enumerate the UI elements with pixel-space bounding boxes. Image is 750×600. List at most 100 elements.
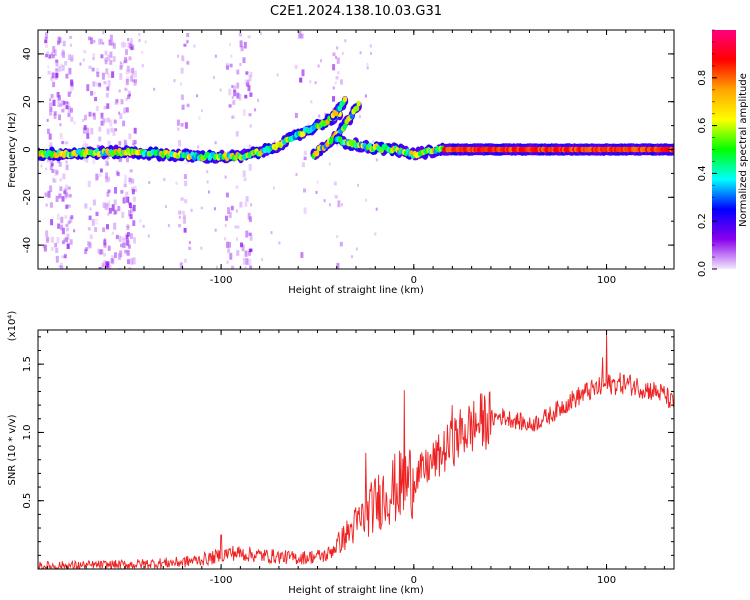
noise-speckle	[188, 246, 192, 251]
noise-speckle	[176, 119, 180, 126]
noise-speckle	[244, 79, 248, 85]
noise-speckle	[335, 55, 337, 59]
noise-speckle	[87, 241, 91, 247]
noise-speckle	[206, 170, 209, 174]
noise-speckle	[316, 180, 319, 184]
noise-speckle	[118, 157, 122, 163]
noise-speckle	[65, 204, 69, 209]
noise-speckle	[236, 69, 240, 75]
noise-speckle	[67, 54, 71, 61]
noise-speckle	[206, 180, 209, 184]
noise-speckle	[119, 61, 122, 65]
noise-speckle	[45, 32, 48, 39]
noise-speckle	[103, 239, 107, 246]
noise-speckle	[58, 265, 61, 268]
noise-speckle	[178, 215, 181, 219]
noise-speckle	[126, 225, 130, 230]
noise-speckle	[59, 133, 63, 139]
noise-speckle	[300, 252, 304, 258]
noise-speckle	[85, 143, 89, 149]
noise-speckle	[64, 193, 68, 200]
noise-speckle	[105, 160, 109, 167]
noise-speckle	[70, 116, 74, 122]
noise-speckle	[52, 99, 56, 107]
noise-speckle	[107, 140, 111, 147]
noise-speckle	[98, 83, 102, 88]
noise-speckle	[70, 79, 74, 86]
noise-speckle	[239, 63, 242, 66]
noise-speckle	[118, 141, 122, 146]
noise-speckle	[44, 192, 48, 197]
noise-speckle	[105, 203, 109, 211]
spectrogram-x-axis-title: Height of straight line (km)	[288, 285, 424, 296]
spectrogram-y-axis-title: Frequency (Hz)	[7, 112, 18, 188]
noise-speckle	[105, 172, 109, 180]
noise-speckle	[133, 140, 137, 145]
noise-speckle	[87, 227, 91, 231]
noise-speckle	[124, 249, 128, 254]
noise-speckle	[236, 237, 239, 241]
noise-speckle	[86, 133, 90, 139]
noise-speckle	[53, 49, 57, 56]
noise-speckle	[115, 99, 119, 104]
noise-speckle	[112, 43, 116, 49]
noise-speckle	[68, 67, 72, 75]
noise-speckle	[235, 209, 238, 213]
noise-speckle	[105, 175, 109, 183]
noise-speckle	[178, 140, 181, 147]
noise-speckle	[86, 84, 90, 92]
noise-speckle	[95, 218, 99, 225]
noise-speckle	[97, 176, 100, 179]
noise-speckle	[113, 222, 117, 230]
noise-speckle	[104, 57, 108, 62]
noise-speckle	[132, 204, 136, 212]
noise-speckle	[294, 64, 298, 70]
noise-speckle	[248, 164, 252, 171]
noise-speckle	[134, 70, 137, 78]
noise-speckle	[65, 164, 69, 171]
noise-speckle	[298, 34, 302, 39]
noise-speckle	[49, 108, 53, 116]
noise-speckle	[184, 258, 187, 263]
noise-speckle	[123, 107, 127, 114]
noise-speckle	[131, 186, 135, 191]
noise-speckle	[56, 213, 60, 220]
noise-speckle	[69, 90, 72, 94]
noise-speckle	[65, 73, 69, 79]
noise-speckle	[55, 72, 59, 78]
noise-speckle	[111, 255, 115, 262]
noise-speckle	[184, 122, 188, 129]
noise-speckle	[336, 57, 340, 64]
noise-speckle	[247, 35, 251, 39]
noise-speckle	[129, 169, 133, 173]
noise-speckle	[178, 224, 182, 228]
noise-speckle	[91, 67, 95, 72]
noise-speckle	[261, 258, 264, 261]
branch-trace-core	[356, 100, 361, 107]
noise-speckle	[184, 199, 188, 204]
noise-speckle	[340, 79, 343, 85]
noise-speckle	[245, 258, 249, 265]
noise-speckle	[111, 71, 115, 78]
noise-speckle	[180, 197, 184, 201]
noise-speckle	[93, 40, 96, 43]
snr-y-tick-label: 1.0	[22, 424, 33, 440]
noise-speckle	[106, 191, 110, 197]
noise-speckle	[182, 214, 186, 219]
noise-speckle	[65, 237, 69, 243]
colorbar-strip	[712, 30, 736, 269]
noise-speckle	[65, 141, 69, 145]
noise-speckle	[175, 181, 178, 185]
noise-speckle	[115, 170, 119, 176]
noise-speckle	[247, 85, 251, 92]
colorbar-tick-label: 0.0	[697, 261, 708, 277]
noise-speckle	[334, 81, 337, 85]
noise-speckle	[153, 87, 156, 91]
noise-speckle	[118, 89, 121, 93]
chart-title: C2E1.2024.138.10.03.G31	[270, 4, 442, 19]
noise-speckle	[103, 118, 107, 123]
noise-speckle	[91, 219, 95, 226]
noise-speckle	[88, 215, 92, 221]
noise-speckle	[111, 204, 115, 212]
noise-speckle	[103, 81, 107, 85]
